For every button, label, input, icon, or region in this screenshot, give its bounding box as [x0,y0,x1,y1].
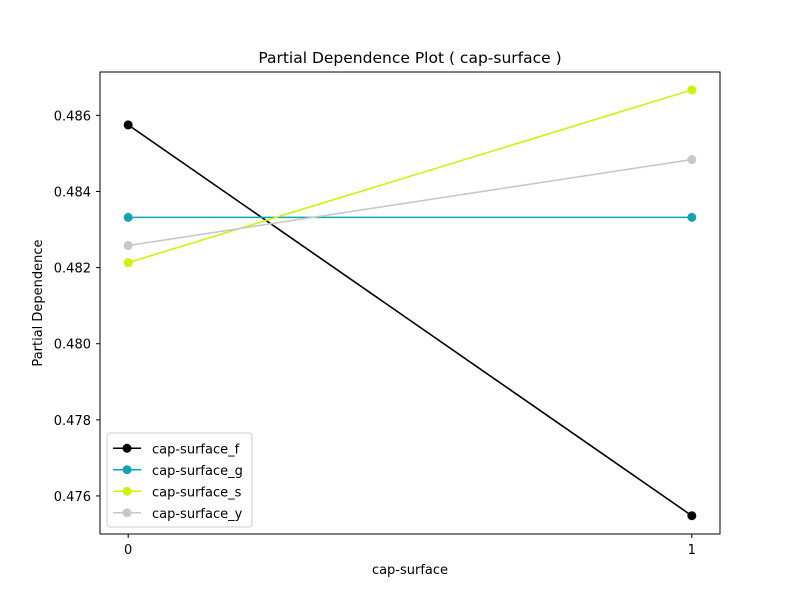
series-line-cap-surface_f [127,124,693,517]
y-tick-label-4: 0.484 [54,185,91,200]
data-point-cap-surface_g-1 [687,212,697,222]
x-tick-label-1: 1 [688,543,696,558]
legend: cap-surface_f cap-surface_g cap-surface_sc… [106,432,253,528]
series-cap-surface_s [123,85,697,268]
data-point-cap-surface_f-0 [123,120,133,130]
legend-label-cap-surface_y: cap-surface_y [152,507,243,522]
legend-item-cap-surface_y: cap-surface_y [113,507,243,522]
legend-label-cap-surface_g: cap-surface_g [152,464,243,479]
data-point-cap-surface_y-0 [123,241,133,251]
data-point-cap-surface_s-1 [687,85,697,95]
legend-item-cap-surface_s: cap-surface_s [113,485,242,500]
series-line-cap-surface_s [127,89,693,264]
data-point-cap-surface_f-1 [687,511,697,521]
series-cap-surface_g [123,212,697,222]
legend-item-cap-surface_g: cap-surface_g [113,464,243,479]
data-point-cap-surface_y-1 [687,155,697,165]
chart-title: Partial Dependence Plot ( cap-surface ) [258,49,561,67]
legend-frame [106,432,253,528]
series-cap-surface_f [123,120,697,521]
legend-label-cap-surface_s: cap-surface_s [152,485,242,500]
y-tick-label-0: 0.476 [54,490,91,505]
y-tick-label-1: 0.478 [54,414,91,429]
y-tick-label-2: 0.480 [54,338,91,353]
legend-marker-cap-surface_f [122,443,132,453]
data-point-cap-surface_s-0 [123,258,133,268]
y-tick-label-3: 0.482 [54,262,91,277]
plot-frame [99,71,721,535]
y-tick-label-5: 0.486 [54,109,91,124]
x-axis-label: cap-surface [372,563,448,578]
legend-item-cap-surface_f: cap-surface_f [113,442,240,457]
series-cap-surface_y [123,155,697,251]
legend-label-cap-surface_f: cap-surface_f [152,442,240,457]
x-tick-label-0: 0 [124,543,132,558]
legend-marker-cap-surface_s [122,486,132,496]
data-point-cap-surface_g-0 [123,212,133,222]
series-line-cap-surface_y [128,158,692,247]
legend-marker-cap-surface_g [122,465,132,475]
series-layer [123,85,697,521]
y-axis-label: Partial Dependence [31,239,46,366]
y-axis-ticks: 0.476 0.478 0.480 0.482 0.484 0.486 [54,109,100,505]
legend-marker-cap-surface_y [122,508,132,518]
